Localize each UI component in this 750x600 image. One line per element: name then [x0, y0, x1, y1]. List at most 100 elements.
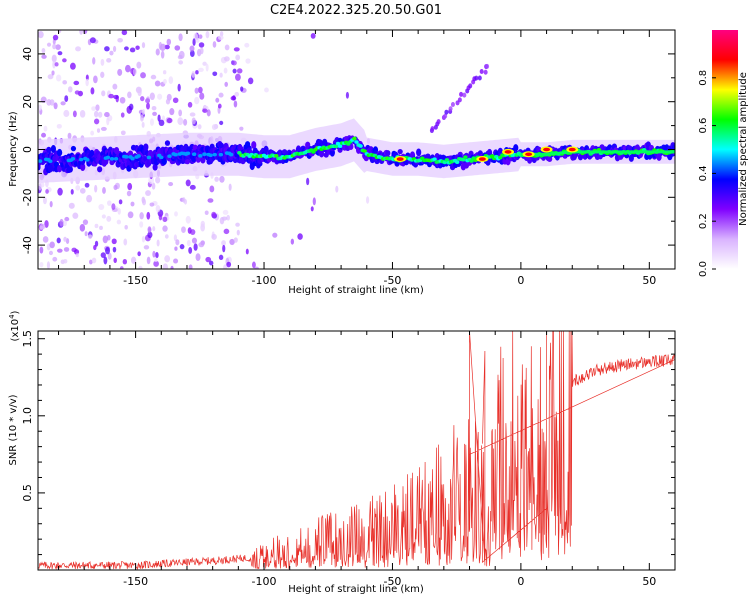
spectrogram-cell — [147, 226, 152, 234]
spectrogram-cell — [139, 221, 144, 228]
spectrogram-cell — [450, 101, 455, 107]
spectrogram-cell — [64, 216, 70, 222]
x-tick-label: -50 — [383, 575, 401, 588]
spectrogram-cell — [197, 124, 202, 130]
spectrogram-cell — [157, 93, 163, 100]
spectrogram-cell — [186, 239, 191, 247]
spectrogram-cell — [119, 266, 124, 269]
spectrogram-cell — [479, 69, 484, 75]
spectrogram-cell — [192, 144, 198, 151]
spectrogram-cell — [106, 117, 110, 126]
spectrogram-cell — [57, 51, 63, 56]
y-tick-label: 0.5 — [21, 484, 34, 502]
spectrogram-cell — [159, 155, 164, 160]
spectrogram-cell — [164, 255, 171, 263]
spectrogram-cell — [448, 106, 453, 112]
spectrogram-cell — [117, 207, 121, 215]
spectrogram-cell — [173, 258, 179, 264]
spectrogram-cell — [127, 182, 133, 191]
spectrogram-cell — [79, 110, 86, 118]
spectrogram-cell — [168, 76, 174, 85]
spectrogram-cell — [92, 57, 96, 65]
spectrogram-cell — [335, 141, 341, 146]
spectrogram-cell — [151, 105, 157, 111]
spectrogram-cell — [191, 117, 196, 125]
spectrogram-cell — [135, 45, 140, 50]
spectrogram-cell — [70, 62, 76, 70]
spectrogram-cell — [153, 260, 159, 267]
spectrogram-cell — [187, 227, 192, 234]
spectrogram-peak — [543, 147, 551, 152]
spectrogram-cell — [154, 257, 158, 262]
snr-panel: -150 -100 -50 0 50 0.5 1.0 1.5 Height of straig… — [8, 310, 676, 595]
spectrogram-cell — [97, 166, 103, 173]
spectrogram-cell — [38, 183, 42, 191]
spectrogram-cell — [179, 244, 185, 250]
spectrogram-cell — [146, 155, 152, 160]
spectrogram-cell — [75, 185, 81, 191]
spectrogram-cell — [63, 258, 68, 264]
spectrogram-cell — [52, 60, 56, 69]
spectrogram-cell — [200, 156, 206, 164]
spectrogram-cell — [140, 72, 146, 79]
x-tick-label: 0 — [517, 274, 524, 287]
spectrogram-cell — [136, 61, 142, 69]
spectrogram-cell — [146, 211, 151, 220]
snr-ticks: -150 -100 -50 0 50 0.5 1.0 1.5 — [21, 330, 676, 588]
spectrogram-cell — [200, 220, 205, 228]
spectrogram-cell — [63, 247, 70, 252]
spectrogram-cell — [113, 257, 117, 264]
spectrogram-cell — [318, 150, 325, 158]
spectrogram-peak — [396, 157, 404, 161]
spectrogram-cell — [165, 98, 171, 105]
y-tick-label: 40 — [21, 47, 34, 61]
spectrogram-peak — [568, 147, 576, 152]
spectrogram-cell — [209, 185, 215, 193]
spectrogram-peak — [478, 157, 486, 161]
spectrogram-cell — [121, 30, 128, 36]
spectrogram-cell — [185, 215, 191, 224]
spectrogram-cell — [354, 140, 359, 144]
spectrogram-cell — [178, 60, 184, 65]
spectrogram-cell — [108, 93, 114, 99]
spectrogram-cell — [90, 130, 95, 136]
spectrogram-cell — [205, 256, 212, 263]
spectrogram-cell — [306, 177, 310, 186]
spectrogram-cell — [49, 99, 55, 106]
spectrogram-cell — [67, 132, 72, 140]
spectrogram-cell — [181, 226, 186, 233]
spectrogram-cell — [141, 235, 146, 243]
spectrogram-cell — [42, 196, 47, 205]
spectrogram-cell — [72, 212, 79, 219]
spectrogram-cell — [345, 91, 349, 99]
spectrogram-cell — [174, 211, 178, 217]
spectrogram-cell — [178, 50, 185, 59]
ridge-core — [520, 150, 675, 156]
spectrogram-cell — [156, 239, 160, 247]
snr-xlabel: Height of straight line (km) — [288, 584, 424, 595]
spectrogram-cell — [46, 42, 52, 47]
y-tick-label: 1.0 — [21, 407, 34, 425]
spectrogram-cell — [337, 144, 343, 149]
spectrogram-cell — [127, 211, 134, 219]
spectrogram-cell — [188, 246, 193, 254]
spectrogram-cell — [52, 34, 59, 41]
spectrogram-cell — [211, 124, 217, 131]
spectrogram-cell — [151, 182, 156, 190]
spectrogram-cell — [485, 63, 490, 69]
spectrogram-cell — [310, 33, 316, 39]
spectrogram-cell — [161, 157, 167, 165]
colorbar-tick-label: 0.4 — [698, 165, 709, 181]
spectrogram-cell — [224, 81, 229, 87]
spectrogram-cell — [172, 97, 179, 104]
spectrogram-cell — [112, 246, 117, 253]
spectrogram-cell — [217, 103, 222, 109]
spectrogram-cell — [38, 31, 44, 39]
spectrogram-cell — [73, 80, 80, 86]
spectrogram-cell — [78, 157, 84, 162]
spectrogram-cell — [163, 79, 167, 85]
spectrogram-cell — [112, 45, 117, 53]
spectrogram-cell — [233, 237, 238, 243]
spectrogram-cell — [185, 151, 191, 156]
spectrogram-cell — [312, 197, 316, 206]
